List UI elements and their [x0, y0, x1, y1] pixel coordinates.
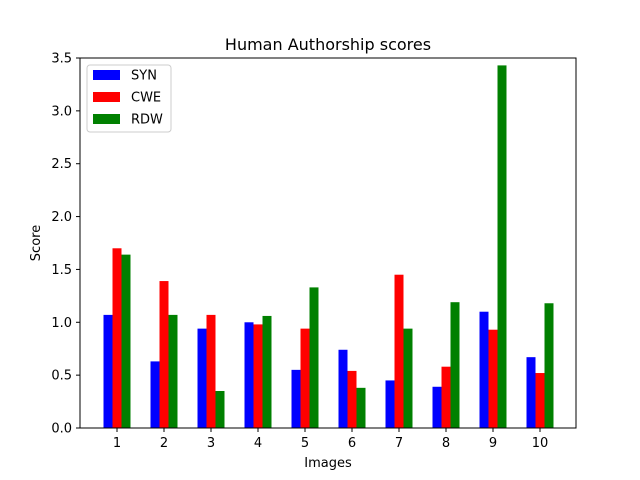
y-axis-label: Score: [29, 225, 44, 261]
bar-syn-8: [432, 386, 442, 428]
legend-label-syn: SYN: [131, 69, 157, 84]
legend-swatch-syn: [93, 70, 120, 80]
legend: SYN CWE RDW: [86, 64, 172, 133]
x-tick-label: 4: [254, 436, 262, 451]
bar-cwe-4: [253, 324, 263, 428]
y-tick-label: 3.5: [51, 52, 72, 67]
x-tick-label: 3: [207, 436, 215, 451]
bar-rdw-10: [544, 303, 554, 428]
bar-cwe-7: [394, 274, 404, 428]
x-tick-label: 7: [395, 436, 403, 451]
bar-cwe-1: [112, 248, 122, 428]
bar-syn-10: [526, 357, 536, 428]
x-axis-label: Images: [304, 456, 352, 471]
y-tick-label: 1.5: [51, 263, 72, 278]
bar-rdw-6: [356, 387, 366, 428]
x-tick-label: 10: [532, 436, 549, 451]
bar-syn-6: [338, 349, 348, 428]
bars-group: [103, 65, 554, 429]
y-tick-label: 1.0: [51, 316, 72, 331]
x-tick-label: 9: [489, 436, 497, 451]
bar-syn-3: [197, 328, 207, 428]
x-axis: 1 2 3 4 5 6 7 8 9 10: [113, 428, 548, 451]
x-tick-label: 2: [160, 436, 168, 451]
bar-syn-9: [479, 311, 489, 428]
bar-rdw-1: [121, 254, 131, 428]
bar-syn-4: [244, 322, 254, 428]
x-tick-label: 8: [442, 436, 450, 451]
bar-cwe-2: [159, 281, 169, 428]
bar-cwe-3: [206, 314, 216, 428]
legend-swatch-cwe: [93, 92, 120, 102]
bar-syn-2: [150, 361, 160, 428]
bar-cwe-5: [300, 328, 310, 428]
x-tick-label: 6: [348, 436, 356, 451]
bar-syn-5: [291, 369, 301, 428]
bar-rdw-3: [215, 391, 225, 428]
bar-cwe-9: [488, 329, 498, 428]
bar-rdw-4: [262, 315, 272, 428]
y-tick-label: 0.5: [51, 369, 72, 384]
legend-label-rdw: RDW: [131, 113, 163, 128]
y-tick-label: 3.0: [51, 104, 72, 119]
y-tick-label: 2.0: [51, 210, 72, 225]
bar-rdw-8: [450, 302, 460, 428]
x-tick-label: 1: [113, 436, 121, 451]
plot-frame: [79, 57, 577, 429]
y-tick-label: 0.0: [51, 422, 72, 437]
legend-label-cwe: CWE: [131, 91, 161, 106]
bar-syn-1: [103, 314, 113, 428]
bar-rdw-9: [497, 65, 507, 429]
x-tick-label: 5: [301, 436, 309, 451]
bar-rdw-7: [403, 328, 413, 428]
bar-cwe-8: [441, 366, 451, 428]
y-axis: 0.0 0.5 1.0 1.5 2.0 2.5 3.0 3.5: [51, 52, 80, 437]
chart-title: Human Authorship scores: [225, 35, 431, 54]
bar-rdw-5: [309, 287, 319, 428]
bar-cwe-10: [535, 373, 545, 428]
y-tick-label: 2.5: [51, 157, 72, 172]
bar-cwe-6: [347, 370, 357, 428]
bar-syn-7: [385, 380, 395, 428]
bar-rdw-2: [168, 314, 178, 428]
legend-swatch-rdw: [93, 114, 120, 124]
